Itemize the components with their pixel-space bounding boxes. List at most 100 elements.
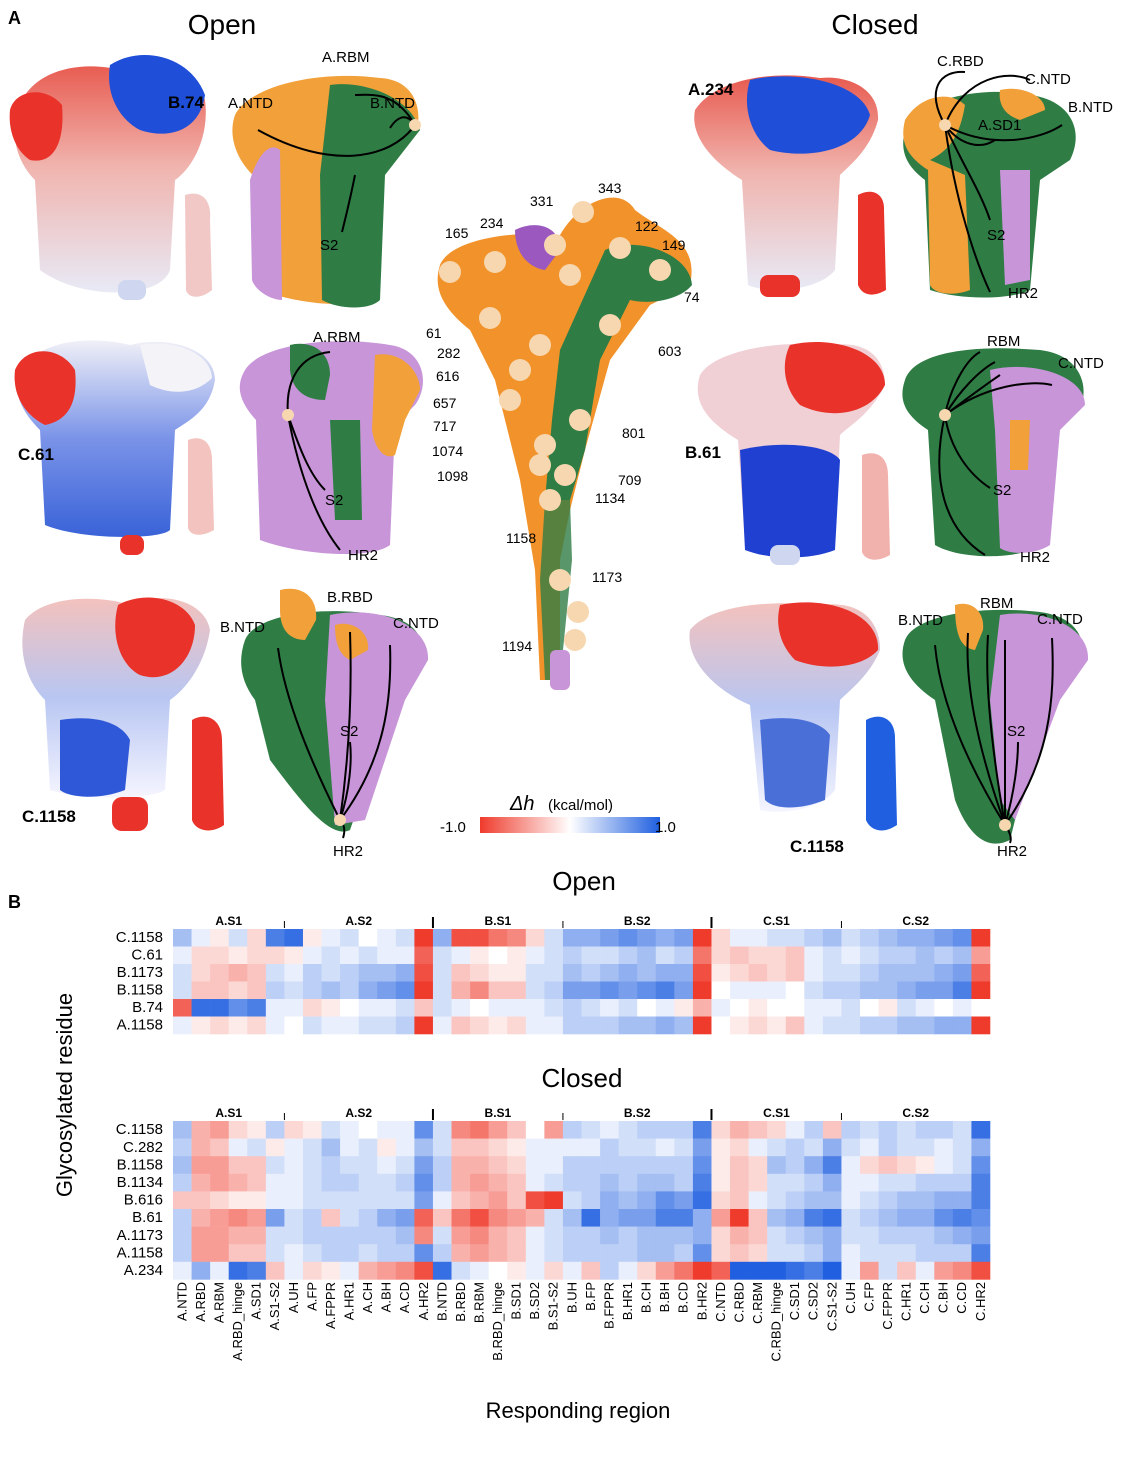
heatmap-cell [600,1226,619,1245]
x-tick-label: B.UH [564,1282,579,1313]
heatmap-cell [804,1244,824,1263]
heatmap-cell [952,999,972,1017]
heatmap-cell [247,1156,267,1175]
heatmap-cell [785,1156,805,1175]
heatmap-cell [451,1261,471,1280]
heatmap-cell [581,1016,601,1035]
heatmap-cell [785,999,805,1017]
heatmap-cell [525,946,545,965]
heatmap-cell [581,999,601,1017]
arrows [934,632,1054,844]
heatmap-cell [878,1244,898,1263]
heatmap-cell [173,929,192,947]
heatmap-cell [451,981,471,1000]
heatmap-cell [507,1209,527,1227]
heatmap-cell [191,1261,211,1280]
heatmap-cell [822,1121,842,1139]
heatmap-cell [377,1191,397,1210]
x-tick-label: C.S1-S2 [824,1282,839,1331]
heatmap-cell [525,1209,545,1227]
heatmap-cell [934,1121,954,1139]
heatmap-cell [451,964,471,982]
heatmap-cell [340,981,359,1000]
heatmap-cell [822,1138,842,1157]
x-tick-labels: A.NTD A.RBD A.RBM A.RBD_hinge A.SD1 A.S1-S2 A.… [174,1282,987,1362]
heatmap-cell [730,1226,749,1245]
heatmap-cell [730,964,749,982]
heatmap-cell [544,1261,564,1280]
heatmap-cell [247,1191,267,1210]
heatmap-cell [525,981,545,1000]
center-residue-label: 801 [622,425,646,441]
heatmap-cell [637,1209,657,1227]
heatmap-cell [191,1156,211,1175]
heatmap-cell [600,1209,619,1227]
heatmap-cell [915,964,935,982]
heatmap-cell [767,964,787,982]
glycan-sphere [549,569,571,591]
heatmap-cell [804,981,824,1000]
heatmap-cell [581,1138,601,1157]
colorbar-symbol: Δh [509,793,535,815]
x-tick-label: B.HR1 [620,1282,635,1320]
heatmap-cell [544,1209,564,1227]
heatmap-cell [432,964,452,982]
x-tick-label: C.FP [861,1282,876,1312]
heatmap-cell [767,929,787,947]
heatmap-cell [247,1261,267,1280]
heatmap-cell [711,1156,731,1175]
heatmap-cell [785,1016,805,1035]
heatmap-cell [748,946,768,965]
heatmap-cell [915,946,935,965]
heatmap-cell [247,1138,267,1157]
heatmap-cell [377,964,397,982]
heatmap-cell [451,1191,471,1210]
heatmap-cell [191,1191,211,1210]
heatmap-cell [822,1209,842,1227]
heatmap-cell [860,1016,879,1035]
heatmap-cell [358,999,378,1017]
heatmap-closed-title: Closed [542,1063,623,1093]
x-tick-label: A.RBD [193,1282,208,1322]
heatmap-cell [767,1016,787,1035]
glycan-sphere [559,264,581,286]
x-tick-label: A.CD [397,1282,412,1313]
heatmap-cell [395,1191,415,1210]
heatmap-cell [841,1156,861,1175]
heatmap-cell [395,1156,415,1175]
center-residue-label: 149 [662,237,686,253]
open-row-3: C.1158 B.NTD B.RBD C.NTD S2 HR2 [22,588,439,860]
heatmap-cell [377,981,397,1000]
heatmap-cell [358,1226,378,1245]
heatmap-cell [674,1244,694,1263]
heatmap-cell [971,1261,991,1280]
heatmap-cell [395,999,415,1017]
heatmap-cell [618,1156,638,1175]
heatmap-cell [210,1191,230,1210]
heatmap-cell [210,999,230,1017]
heatmap-cell [711,1016,731,1035]
heatmap-cell [191,1209,211,1227]
heatmap-cell [562,1261,582,1280]
heatmap-cell [748,929,768,947]
heatmap-cell [173,1138,192,1157]
heatmap-cell [432,1209,452,1227]
heatmap-cell [395,946,415,965]
heatmap-cell [507,1261,527,1280]
arrows [257,93,416,233]
heatmap-cell [284,1261,304,1280]
x-tick-label: C.FPPR [880,1282,895,1330]
row-label: C.1158 [116,929,163,946]
heatmap-cell [432,1121,452,1139]
heatmap-cell [674,1261,694,1280]
helix-inset [862,453,890,560]
region-label: B.NTD [1068,99,1113,116]
group-label: A.S2 [345,1106,372,1120]
heatmap-cell [321,1138,341,1157]
heatmap-cell [302,1156,322,1175]
heatmap-cell [915,999,935,1017]
heatmap-cell [191,999,211,1017]
heatmap-cell [748,964,768,982]
heatmap-cell [841,1121,861,1139]
heatmap-cell [804,1191,824,1210]
